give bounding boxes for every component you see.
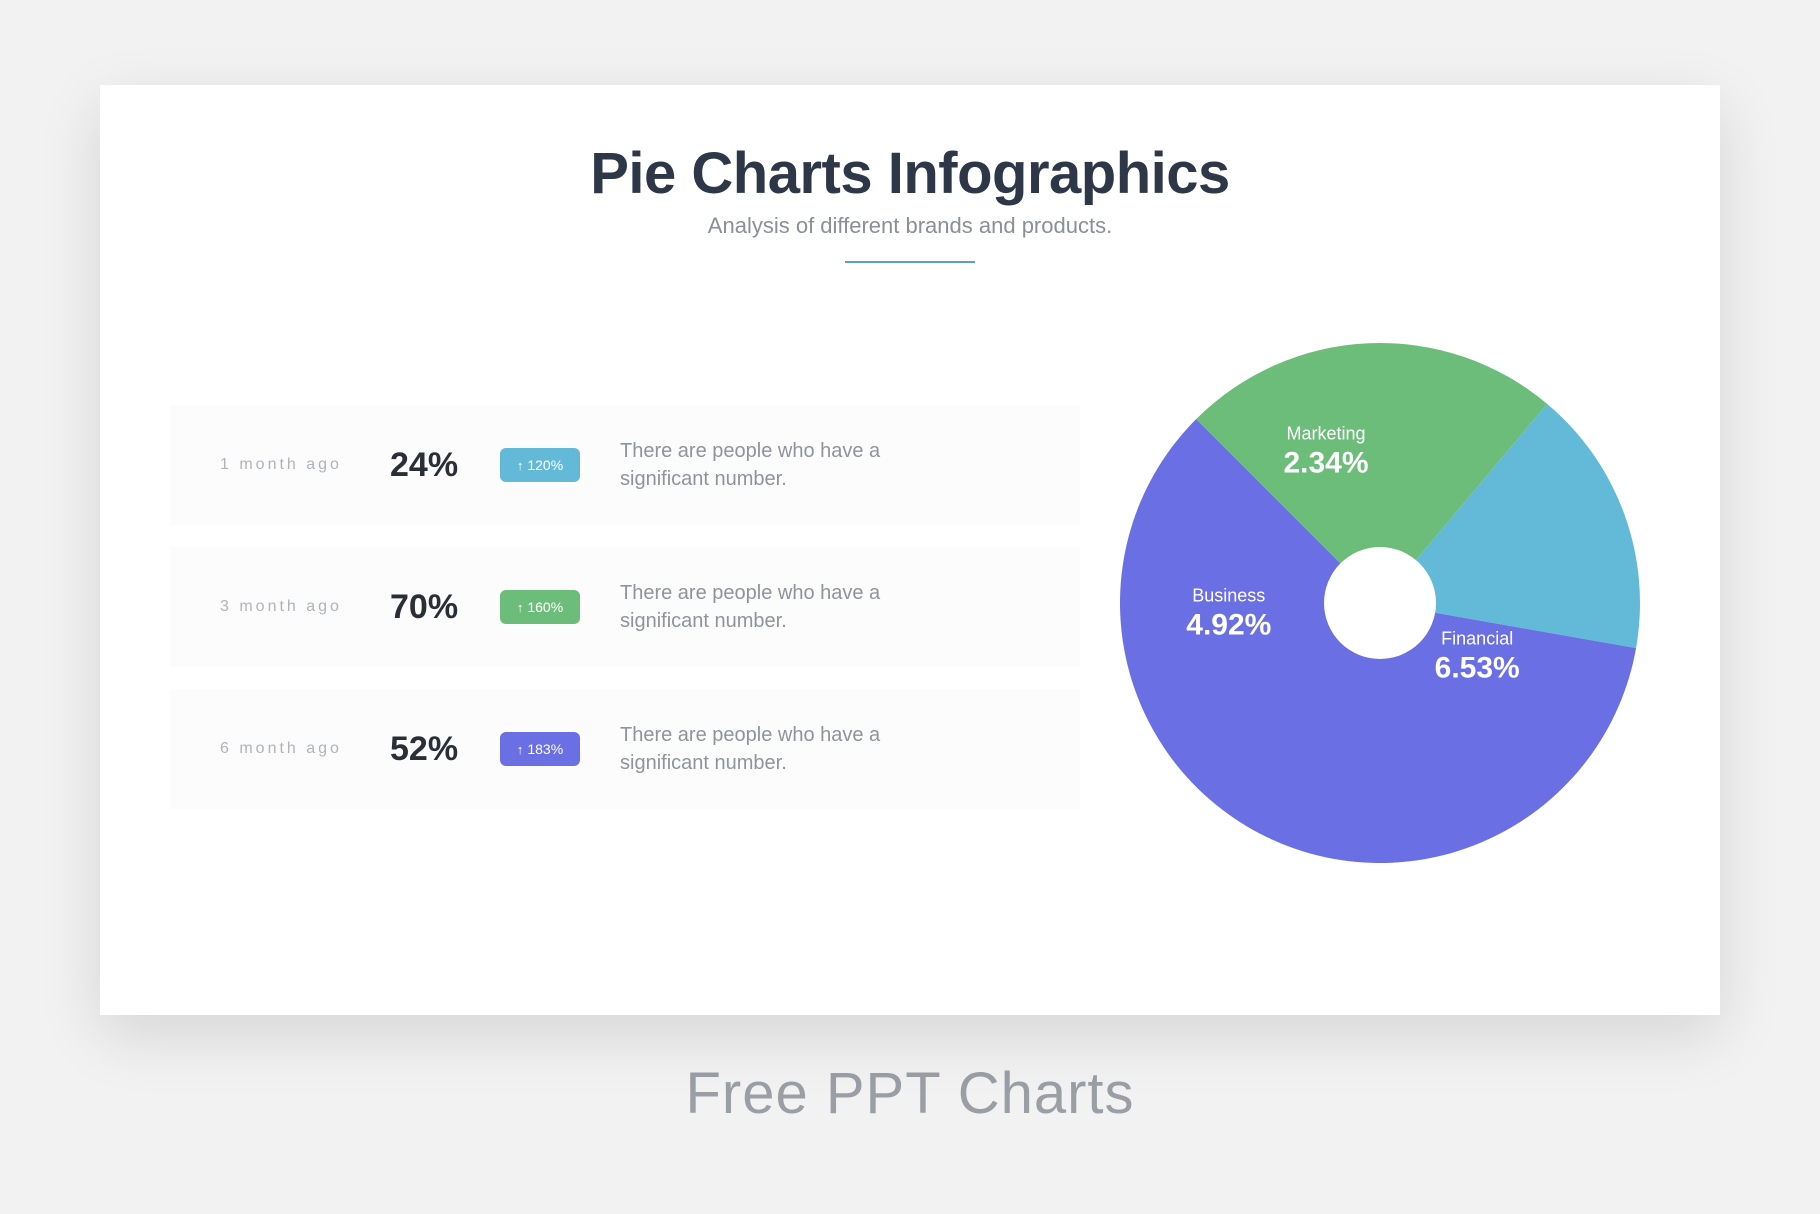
header: Pie Charts Infographics Analysis of diff…	[170, 140, 1650, 263]
stat-row: 1 month ago 24% ↑ 120% There are people …	[170, 405, 1080, 525]
time-label: 3 month ago	[220, 598, 390, 616]
arrow-up-icon: ↑	[517, 742, 524, 757]
slice-value: 4.92%	[1186, 608, 1271, 642]
badge-value: 183%	[527, 741, 563, 757]
trend-badge: ↑ 183%	[500, 732, 580, 766]
slice-label: Financial6.53%	[1435, 629, 1520, 686]
time-label: 1 month ago	[220, 456, 390, 474]
page-subtitle: Analysis of different brands and product…	[170, 213, 1650, 239]
stat-row: 3 month ago 70% ↑ 160% There are people …	[170, 547, 1080, 667]
pie-center-hole	[1324, 547, 1436, 659]
row-description: There are people who have a significant …	[620, 721, 910, 777]
arrow-up-icon: ↑	[517, 458, 524, 473]
stat-row: 6 month ago 52% ↑ 183% There are people …	[170, 689, 1080, 809]
slice-label: Business4.92%	[1186, 585, 1271, 642]
slice-label: Marketing2.34%	[1283, 423, 1368, 480]
trend-badge: ↑ 120%	[500, 448, 580, 482]
arrow-up-icon: ↑	[517, 600, 524, 615]
percent-value: 70%	[390, 588, 500, 627]
badge-value: 160%	[527, 599, 563, 615]
slice-name: Marketing	[1283, 423, 1368, 444]
content-area: 1 month ago 24% ↑ 120% There are people …	[170, 333, 1650, 873]
percent-value: 52%	[390, 730, 500, 769]
slide: Pie Charts Infographics Analysis of diff…	[100, 85, 1720, 1015]
row-description: There are people who have a significant …	[620, 437, 910, 493]
page-title: Pie Charts Infographics	[170, 140, 1650, 207]
slice-value: 2.34%	[1283, 446, 1368, 480]
slice-value: 6.53%	[1435, 652, 1520, 686]
badge-value: 120%	[527, 457, 563, 473]
stats-rows: 1 month ago 24% ↑ 120% There are people …	[170, 405, 1080, 831]
slice-name: Financial	[1435, 629, 1520, 650]
slice-name: Business	[1186, 585, 1271, 606]
footer-caption: Free PPT Charts	[685, 1060, 1134, 1127]
title-underline	[845, 261, 975, 263]
percent-value: 24%	[390, 446, 500, 485]
time-label: 6 month ago	[220, 740, 390, 758]
pie-chart: Marketing2.34% Business4.92% Financial6.53…	[1110, 333, 1650, 873]
row-description: There are people who have a significant …	[620, 579, 910, 635]
trend-badge: ↑ 160%	[500, 590, 580, 624]
